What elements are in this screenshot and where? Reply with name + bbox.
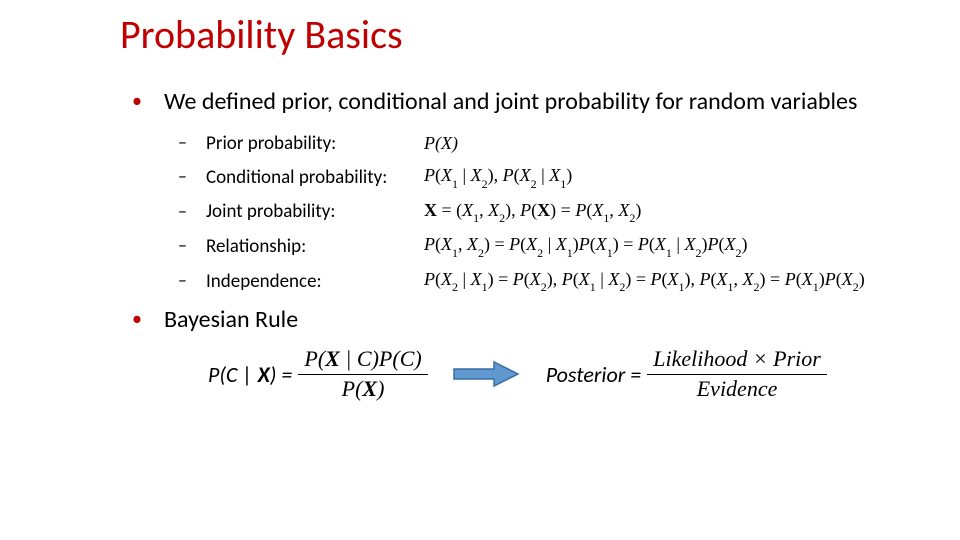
posterior-den: Evidence — [691, 375, 784, 404]
sub-label: Independence: — [206, 270, 416, 293]
main-item-text: We defined prior, conditional and joint … — [164, 87, 900, 117]
formula-prior: P(X) — [424, 133, 458, 154]
sub-item-conditional: Conditional probability: P(X1 | X2), P(X… — [164, 165, 900, 190]
posterior-formula: Posterior = Likelihood × Prior Evidence — [546, 345, 827, 403]
formula-independence: P(X2 | X1) = P(X2), P(X1 | X2) = P(X1), … — [424, 269, 865, 294]
main-item-definitions: We defined prior, conditional and joint … — [120, 87, 900, 293]
main-list: We defined prior, conditional and joint … — [120, 87, 900, 404]
formula-conditional: P(X1 | X2), P(X2 | X1) — [424, 165, 572, 190]
slide-container: Probability Basics We defined prior, con… — [0, 0, 960, 436]
sub-label: Conditional probability: — [206, 166, 416, 189]
bayes-formula: P(C | X) = P(X | C)P(C) P(X) — [208, 345, 428, 403]
sub-item-prior: Prior probability: P(X) — [164, 131, 900, 155]
formula-relationship: P(X1, X2) = P(X2 | X1)P(X1) = P(X1 | X2)… — [424, 234, 748, 259]
sub-item-joint: Joint probability: X = (X1, X2), P(X) = … — [164, 200, 900, 225]
formula-joint: X = (X1, X2), P(X) = P(X1, X2) — [424, 200, 641, 225]
posterior-num: Likelihood × Prior — [647, 345, 827, 375]
arrow-right-icon — [452, 359, 522, 389]
sub-label: Prior probability: — [206, 132, 416, 155]
posterior-lhs: Posterior = — [546, 361, 642, 388]
sub-list: Prior probability: P(X) Conditional prob… — [164, 131, 900, 293]
sub-item-independence: Independence: P(X2 | X1) = P(X2), P(X1 |… — [164, 269, 900, 294]
main-item-text: Bayesian Rule — [164, 305, 900, 335]
slide-title: Probability Basics — [120, 10, 900, 59]
main-item-bayes: Bayesian Rule P(C | X) = P(X | C)P(C) P(… — [120, 305, 900, 403]
sub-label: Joint probability: — [206, 200, 416, 223]
sub-item-relationship: Relationship: P(X1, X2) = P(X2 | X1)P(X1… — [164, 234, 900, 259]
bayes-row: P(C | X) = P(X | C)P(C) P(X) Posterior =… — [208, 345, 900, 403]
sub-label: Relationship: — [206, 235, 416, 258]
